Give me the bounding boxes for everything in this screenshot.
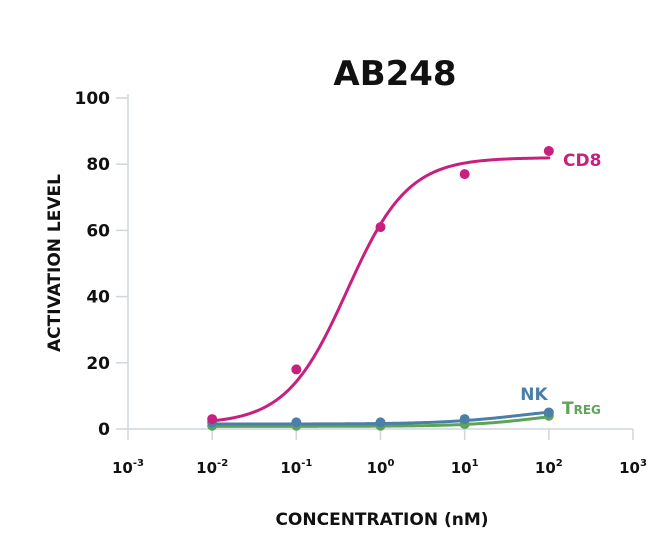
x-tick-label: 101 xyxy=(451,458,479,477)
x-tick-label: 10-2 xyxy=(196,458,228,477)
data-points xyxy=(207,145,554,431)
data-point-cd8 xyxy=(459,169,470,180)
x-tick-label: 103 xyxy=(619,458,647,477)
y-tick-label: 100 xyxy=(75,89,111,109)
fit-curves xyxy=(210,156,551,428)
series-label-nk: NK xyxy=(520,385,548,405)
x-ticks: 10-3 10-2 10-1 100 101 102 103 xyxy=(112,429,647,477)
data-point-cd8 xyxy=(375,222,386,233)
y-tick-label: 20 xyxy=(86,354,110,374)
y-axis-label: ACTIVATION LEVEL xyxy=(45,174,65,352)
data-point-nk xyxy=(291,417,302,428)
fit-curve-cd8 xyxy=(210,156,551,423)
series-label-cd8: CD8 xyxy=(563,151,601,171)
y-tick-label: 80 xyxy=(86,155,110,175)
axes xyxy=(127,94,633,430)
data-point-cd8 xyxy=(543,145,554,156)
y-tick-label: 40 xyxy=(86,288,110,308)
x-tick-label: 10-3 xyxy=(112,458,144,477)
x-tick-label: 10-1 xyxy=(280,458,312,477)
series-labels: CD8 NK Treg xyxy=(520,151,601,419)
chart-title: AB248 xyxy=(333,54,456,94)
data-point-nk xyxy=(543,407,554,418)
x-tick-label: 100 xyxy=(367,458,395,477)
data-point-nk xyxy=(459,414,470,425)
data-point-cd8 xyxy=(291,364,302,375)
data-point-nk xyxy=(375,417,386,428)
series-label-treg: Treg xyxy=(562,399,601,419)
y-tick-label: 0 xyxy=(98,420,110,440)
y-ticks: 0 20 40 60 80 100 xyxy=(75,89,128,440)
x-axis-label: CONCENTRATION (nM) xyxy=(275,510,488,530)
data-point-cd8 xyxy=(207,414,218,425)
y-tick-label: 60 xyxy=(86,221,110,241)
x-tick-label: 102 xyxy=(535,458,563,477)
